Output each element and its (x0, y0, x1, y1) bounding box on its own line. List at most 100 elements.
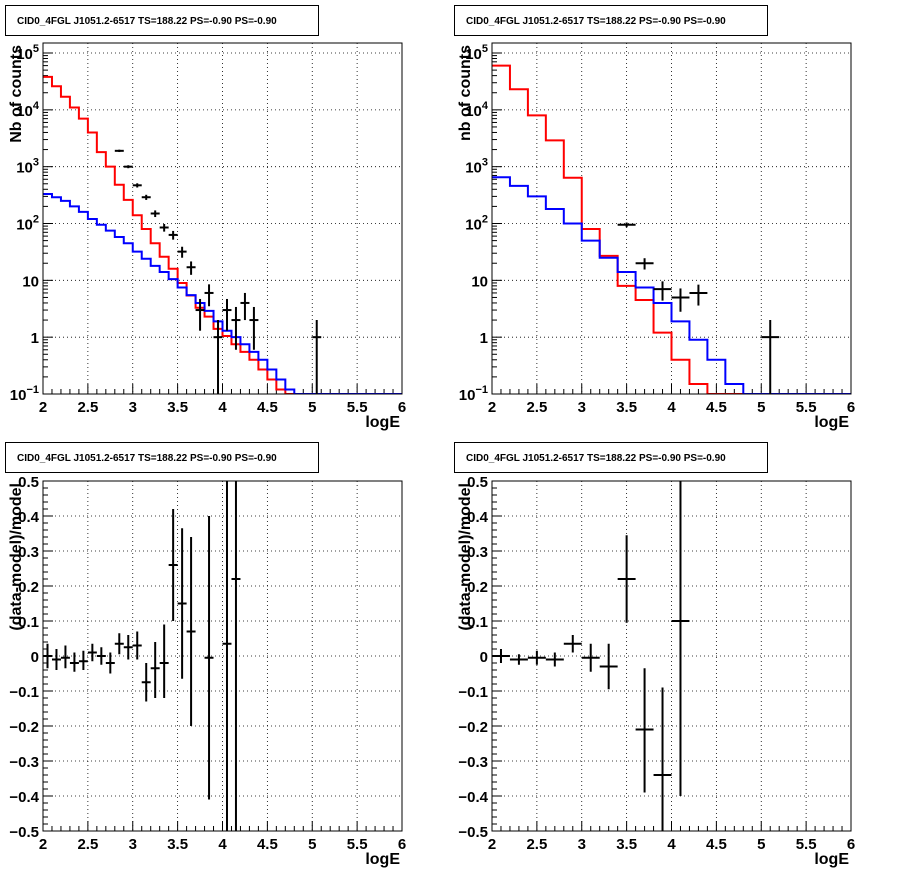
x-tick-label: 6 (398, 399, 406, 416)
chart-title: CID0_4FGL J1051.2-6517 TS=188.22 PS=-0.9… (17, 16, 277, 27)
x-tick-label: 5 (308, 836, 316, 853)
y-tick-label: 10−1 (459, 384, 488, 404)
x-tick-label: 5 (757, 836, 765, 853)
data-point (563, 635, 582, 653)
y-tick-label: 0.3 (467, 544, 488, 561)
y-tick-label-exponent: 4 (482, 100, 489, 112)
y-tick-label: 0.4 (18, 509, 40, 526)
y-tick-label-exponent: 3 (482, 157, 488, 169)
data-point (653, 281, 672, 301)
plot-area (492, 64, 851, 394)
x-axis-label: logE (365, 414, 400, 431)
x-tick-label: 6 (398, 836, 406, 853)
x-tick-label: 2 (39, 836, 47, 853)
x-tick-label: 3.5 (616, 836, 637, 853)
y-tick-label: −0.1 (458, 684, 488, 701)
y-tick-label: 105 (465, 43, 488, 63)
y-tick-label-exponent: −1 (26, 384, 39, 396)
plot-frame (42, 480, 403, 832)
background_model-histogram (43, 193, 402, 394)
data-point (545, 652, 564, 667)
x-tick-label: 4.5 (257, 399, 278, 416)
data-point (132, 183, 142, 188)
x-tick-label: 2.5 (526, 399, 547, 416)
x-tick-label: 5.5 (347, 399, 368, 416)
y-tick-label: 102 (16, 214, 39, 234)
y-tick-label: 0.5 (467, 474, 488, 491)
data-point (186, 537, 196, 726)
data-point (96, 647, 106, 665)
y-tick-label: −0.5 (9, 824, 39, 841)
chart-title: CID0_4FGL J1051.2-6517 TS=188.22 PS=-0.9… (17, 453, 277, 464)
y-tick-label-exponent: 5 (482, 43, 488, 55)
plot-area (43, 481, 241, 831)
y-tick-label: 0 (31, 649, 39, 666)
data-point (222, 298, 232, 331)
data-point (195, 298, 205, 331)
data-point (653, 687, 672, 831)
data-point (222, 481, 232, 831)
y-tick-label: −0.4 (9, 789, 39, 806)
y-tick-label-exponent: 4 (33, 100, 40, 112)
x-tick-label: 2.5 (526, 836, 547, 853)
data-point (231, 306, 241, 350)
x-tick-label: 3.5 (167, 836, 188, 853)
data-point (635, 668, 654, 793)
x-tick-label: 4 (218, 836, 227, 853)
data-point (78, 650, 88, 670)
x-tick-label: 5.5 (796, 399, 817, 416)
y-tick-label: 0 (480, 649, 488, 666)
x-tick-label: 2 (39, 399, 47, 416)
plot-frame (491, 480, 852, 832)
x-tick-label: 5.5 (796, 836, 817, 853)
x-axis-label: logE (814, 414, 849, 431)
y-tick-label-exponent: 2 (482, 214, 488, 226)
chart-title: CID0_4FGL J1051.2-6517 TS=188.22 PS=-0.9… (466, 453, 726, 464)
data-point (689, 284, 708, 306)
data-point (671, 288, 690, 312)
y-tick-label: 10 (22, 273, 39, 290)
x-tick-label: 2 (488, 836, 496, 853)
x-axis-label: logE (814, 851, 849, 868)
y-axis-label: (data-model)/model (457, 483, 474, 631)
y-tick-label: 103 (16, 157, 39, 177)
y-tick-label-base: 10 (465, 217, 482, 234)
x-tick-label: 4.5 (257, 836, 278, 853)
grid (491, 480, 852, 832)
x-tick-label: 3.5 (167, 399, 188, 416)
y-tick-label: −0.2 (9, 719, 39, 736)
y-tick-label-base: 10 (16, 46, 33, 63)
x-tick-label: 6 (847, 836, 855, 853)
data-point (671, 481, 690, 796)
y-tick-label-exponent: 5 (33, 43, 39, 55)
chart-panel-3: CID0_4FGL J1051.2-6517 TS=188.22 PS=-0.9… (5, 442, 406, 868)
x-tick-label: 5.5 (347, 836, 368, 853)
y-tick-label: −0.5 (458, 824, 488, 841)
x-tick-label: 5 (757, 399, 765, 416)
title-box (454, 5, 768, 36)
data-point (159, 224, 169, 232)
data-point (168, 509, 178, 621)
x-tick-label: 4.5 (706, 399, 727, 416)
data-point (204, 516, 214, 800)
data-point (617, 535, 636, 623)
x-tick-label: 4 (667, 399, 676, 416)
y-tick-label-base: 10 (465, 46, 482, 63)
y-tick-label: 0.1 (18, 614, 39, 631)
data-point (114, 149, 124, 153)
plot-frame (491, 42, 852, 395)
data-point (132, 631, 142, 660)
y-tick-label: 0.2 (467, 579, 488, 596)
y-tick-label: 0.4 (467, 509, 489, 526)
data-point (60, 645, 70, 669)
data-point (51, 649, 61, 670)
y-tick-label: 103 (465, 157, 488, 177)
x-tick-label: 3 (129, 399, 137, 416)
x-tick-label: 3.5 (616, 399, 637, 416)
data-point (599, 643, 618, 690)
data-point (168, 230, 178, 240)
y-tick-label: −0.3 (458, 754, 488, 771)
data-point (581, 643, 600, 672)
plot-area (43, 75, 402, 394)
y-axis-label: Nb of counts (8, 45, 25, 143)
